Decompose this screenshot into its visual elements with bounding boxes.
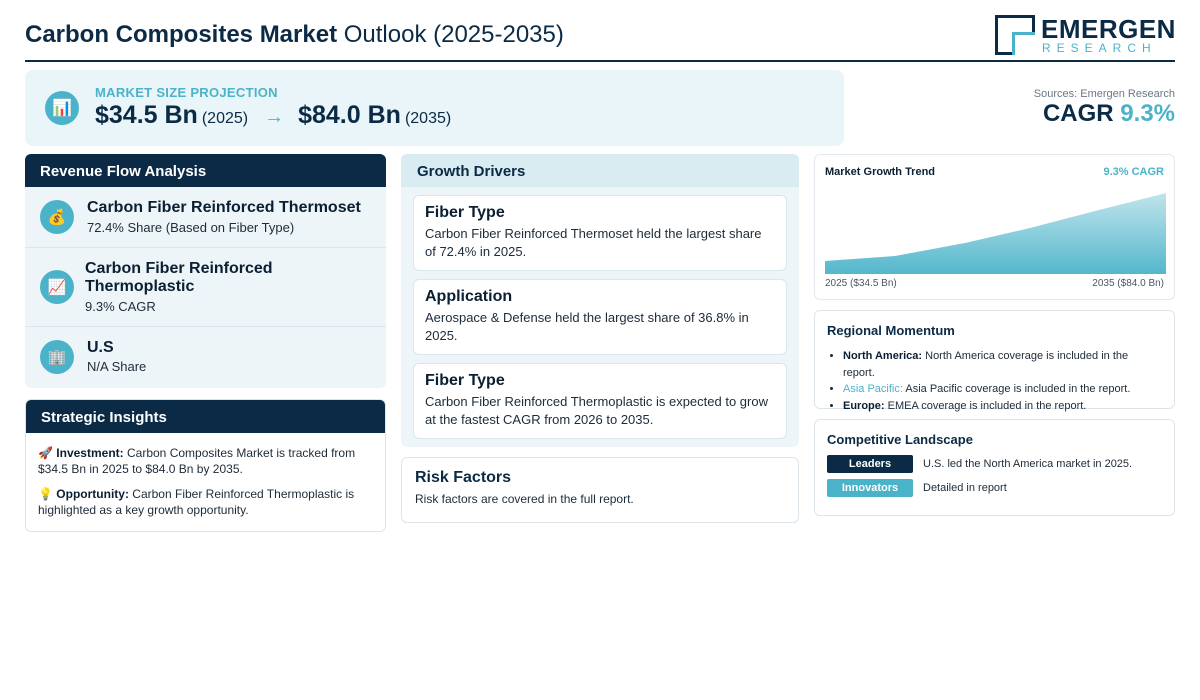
leaders-badge: Leaders: [827, 455, 913, 473]
risk-factors-panel: Risk Factors Risk factors are covered in…: [401, 457, 799, 523]
revenue-item-sub: N/A Share: [87, 359, 147, 374]
revenue-item-title: Carbon Fiber Reinforced Thermoplastic: [85, 260, 273, 295]
region-text: EMEA coverage is included in the report.: [887, 399, 1087, 412]
strategic-insights-title: Strategic Insights: [26, 400, 385, 433]
competitive-text: Detailed in report: [923, 482, 1007, 494]
driver-desc: Aerospace & Defense held the largest sha…: [425, 310, 749, 343]
regional-momentum-panel: Regional Momentum North America: North A…: [814, 310, 1175, 412]
driver-title: Fiber Type: [425, 372, 505, 389]
revenue-item-title: Carbon Fiber Reinforced Thermoset: [87, 199, 361, 216]
competitive-row: Innovators Detailed in report: [827, 479, 1162, 497]
region-text: Asia Pacific coverage is included in the…: [905, 383, 1131, 395]
cagr-headline: CAGR 9.3%: [1043, 100, 1175, 128]
driver-title: Fiber Type: [425, 204, 505, 221]
growth-drivers-title: Growth Drivers: [401, 154, 799, 187]
logo-name: EMERGEN: [1041, 14, 1176, 44]
revenue-item-sub: 72.4% Share (Based on Fiber Type): [87, 220, 295, 235]
title-rest: Outlook (2025-2035): [343, 21, 564, 48]
revenue-item-title: U.S: [87, 339, 114, 356]
competitive-landscape-title: Competitive Landscape: [827, 432, 973, 447]
risk-factors-title: Risk Factors: [415, 469, 512, 486]
money-bag-icon: 💰: [40, 200, 74, 234]
trend-chart-icon: 📈: [40, 270, 74, 304]
revenue-item-sub: 9.3% CAGR: [85, 299, 156, 314]
competitive-landscape-panel: Competitive Landscape Leaders U.S. led t…: [814, 419, 1175, 516]
market-size-projection: 📊 MARKET SIZE PROJECTION $34.5 Bn (2025) →…: [25, 70, 844, 146]
list-item: Asia Pacific: Asia Pacific coverage is i…: [843, 381, 1162, 398]
regional-list: North America: North America coverage is…: [827, 348, 1162, 414]
driver-title: Application: [425, 288, 513, 305]
revenue-flow-panel: Revenue Flow Analysis 💰 Carbon Fiber Rei…: [25, 154, 386, 388]
revenue-flow-title: Revenue Flow Analysis: [25, 154, 386, 187]
region-text: North America coverage is included in th…: [843, 350, 1129, 379]
revenue-item-thermoplastic: 📈 Carbon Fiber Reinforced Thermoplastic …: [25, 248, 386, 327]
end-year: (2035): [404, 110, 452, 127]
driver-desc: Carbon Fiber Reinforced Thermoplastic is…: [425, 394, 768, 427]
list-item: Europe: EMEA coverage is included in the…: [843, 398, 1162, 415]
opportunity-insight: 💡 Opportunity: Carbon Fiber Reinforced T…: [26, 486, 385, 518]
start-value: $34.5 Bn: [95, 101, 198, 129]
projection-label: MARKET SIZE PROJECTION: [95, 85, 278, 100]
trend-end-label: 2035 ($84.0 Bn): [1092, 278, 1164, 289]
rocket-icon: 🚀: [38, 446, 53, 460]
strategic-insights-panel: Strategic Insights 🚀 Investment: Carbon …: [25, 399, 386, 532]
trend-area-chart: [825, 193, 1166, 274]
driver-card: Application Aerospace & Defense held the…: [413, 279, 787, 355]
title-bold: Carbon Composites Market: [25, 21, 338, 48]
trend-cagr-label: 9.3% CAGR: [1103, 166, 1164, 178]
emergen-logo: EMERGEN RESEARCH: [995, 14, 1175, 56]
trend-title: Market Growth Trend: [825, 166, 936, 178]
driver-card: Fiber Type Carbon Fiber Reinforced Therm…: [413, 363, 787, 439]
revenue-item-thermoset: 💰 Carbon Fiber Reinforced Thermoset 72.4…: [25, 187, 386, 248]
lightbulb-icon: 💡: [38, 487, 53, 501]
end-value: $84.0 Bn: [298, 101, 401, 129]
investment-insight: 🚀 Investment: Carbon Composites Market i…: [26, 445, 385, 477]
list-item: North America: North America coverage is…: [843, 348, 1162, 381]
region-name: North America:: [843, 350, 923, 362]
competitive-row: Leaders U.S. led the North America marke…: [827, 455, 1162, 473]
growth-drivers-panel: Growth Drivers Fiber Type Carbon Fiber R…: [401, 154, 799, 447]
logo-sub: RESEARCH: [1042, 41, 1157, 55]
driver-desc: Carbon Fiber Reinforced Thermoset held t…: [425, 226, 762, 259]
sources-text: Sources: Emergen Research: [1033, 88, 1175, 100]
competitive-text: U.S. led the North America market in 202…: [923, 458, 1133, 470]
page-title: Carbon Composites Market Outlook (2025-2…: [25, 21, 564, 49]
market-growth-trend-panel: Market Growth Trend 9.3% CAGR 2025 ($34.…: [814, 154, 1175, 300]
arrow-right-icon: →: [264, 106, 285, 128]
regional-momentum-title: Regional Momentum: [827, 323, 955, 338]
bar-chart-icon: 📊: [45, 91, 79, 125]
trend-start-label: 2025 ($34.5 Bn): [825, 278, 897, 289]
opportunity-label: Opportunity:: [56, 487, 129, 501]
cagr-value: 9.3%: [1120, 100, 1175, 127]
investment-label: Investment:: [56, 446, 124, 460]
opportunity-text: Carbon Fiber Reinforced Thermoplastic is…: [38, 487, 355, 517]
page-header: Carbon Composites Market Outlook (2025-2…: [25, 10, 1175, 62]
start-year: (2025): [201, 110, 249, 127]
innovators-badge: Innovators: [827, 479, 913, 497]
trend-area: [825, 193, 1166, 274]
logo-mark-icon: [995, 15, 1035, 55]
projection-values: $34.5 Bn (2025) → $84.0 Bn (2035): [95, 101, 451, 130]
cagr-label: CAGR: [1042, 100, 1114, 127]
region-name: Asia Pacific:: [843, 383, 903, 395]
building-icon: 🏢: [40, 340, 74, 374]
risk-factors-desc: Risk factors are covered in the full rep…: [415, 492, 634, 506]
investment-text: Carbon Composites Market is tracked from…: [38, 446, 356, 476]
region-name: Europe:: [843, 399, 885, 412]
driver-card: Fiber Type Carbon Fiber Reinforced Therm…: [413, 195, 787, 271]
revenue-item-us: 🏢 U.S N/A Share: [25, 327, 386, 388]
